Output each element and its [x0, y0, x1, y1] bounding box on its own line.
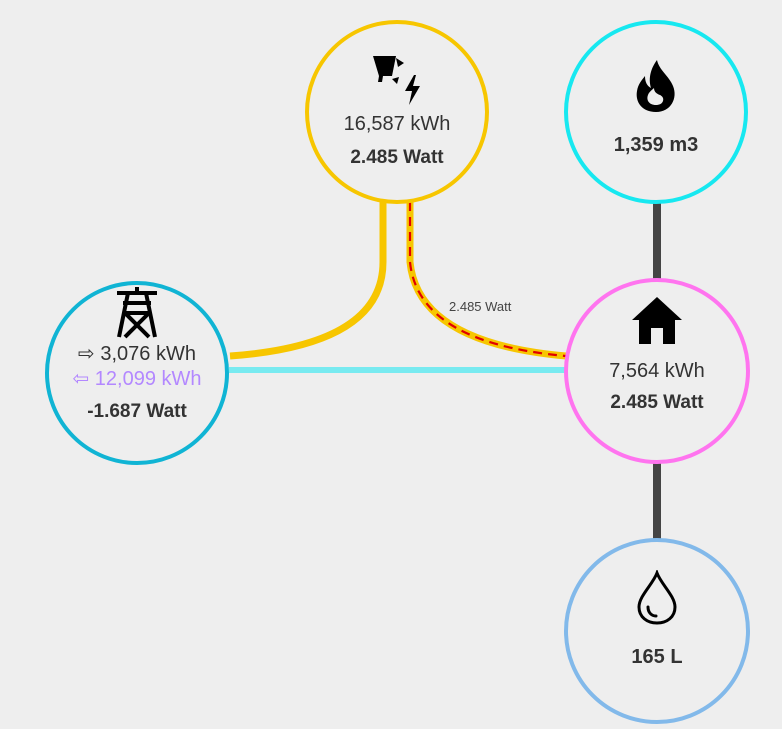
gas-value: 1,359 m3	[613, 134, 699, 156]
grid-export: ⇦ 12,099 kWh	[72, 368, 202, 390]
grid-power: -1.687 Watt	[87, 401, 187, 422]
grid-node[interactable]: ⇨ 3,076 kWh ⇦ 12,099 kWh -1.687 Watt	[45, 281, 229, 465]
solar-home-dash	[408, 202, 567, 358]
water-node[interactable]: 165 L	[564, 538, 750, 724]
solar-grid-line	[229, 202, 387, 360]
solar-home-flow-label: 2.485 Watt	[449, 299, 512, 314]
solar-power-icon	[309, 52, 485, 106]
solar-power: 2.485 Watt	[350, 147, 444, 168]
solar-energy: 16,587 kWh	[343, 113, 451, 135]
fire-icon	[568, 58, 744, 114]
water-value: 165 L	[631, 646, 683, 668]
solar-home-line	[406, 202, 567, 360]
home-node[interactable]: 7,564 kWh 2.485 Watt	[564, 278, 750, 464]
transmission-tower-icon	[49, 283, 225, 339]
gas-node[interactable]: 1,359 m3	[564, 20, 748, 204]
home-power: 2.485 Watt	[610, 392, 704, 413]
home-icon	[568, 294, 746, 346]
home-energy: 7,564 kWh	[609, 360, 705, 382]
grid-import: ⇨ 3,076 kWh	[78, 343, 196, 365]
solar-node[interactable]: 16,587 kWh 2.485 Watt	[305, 20, 489, 204]
water-drop-icon	[568, 570, 746, 626]
